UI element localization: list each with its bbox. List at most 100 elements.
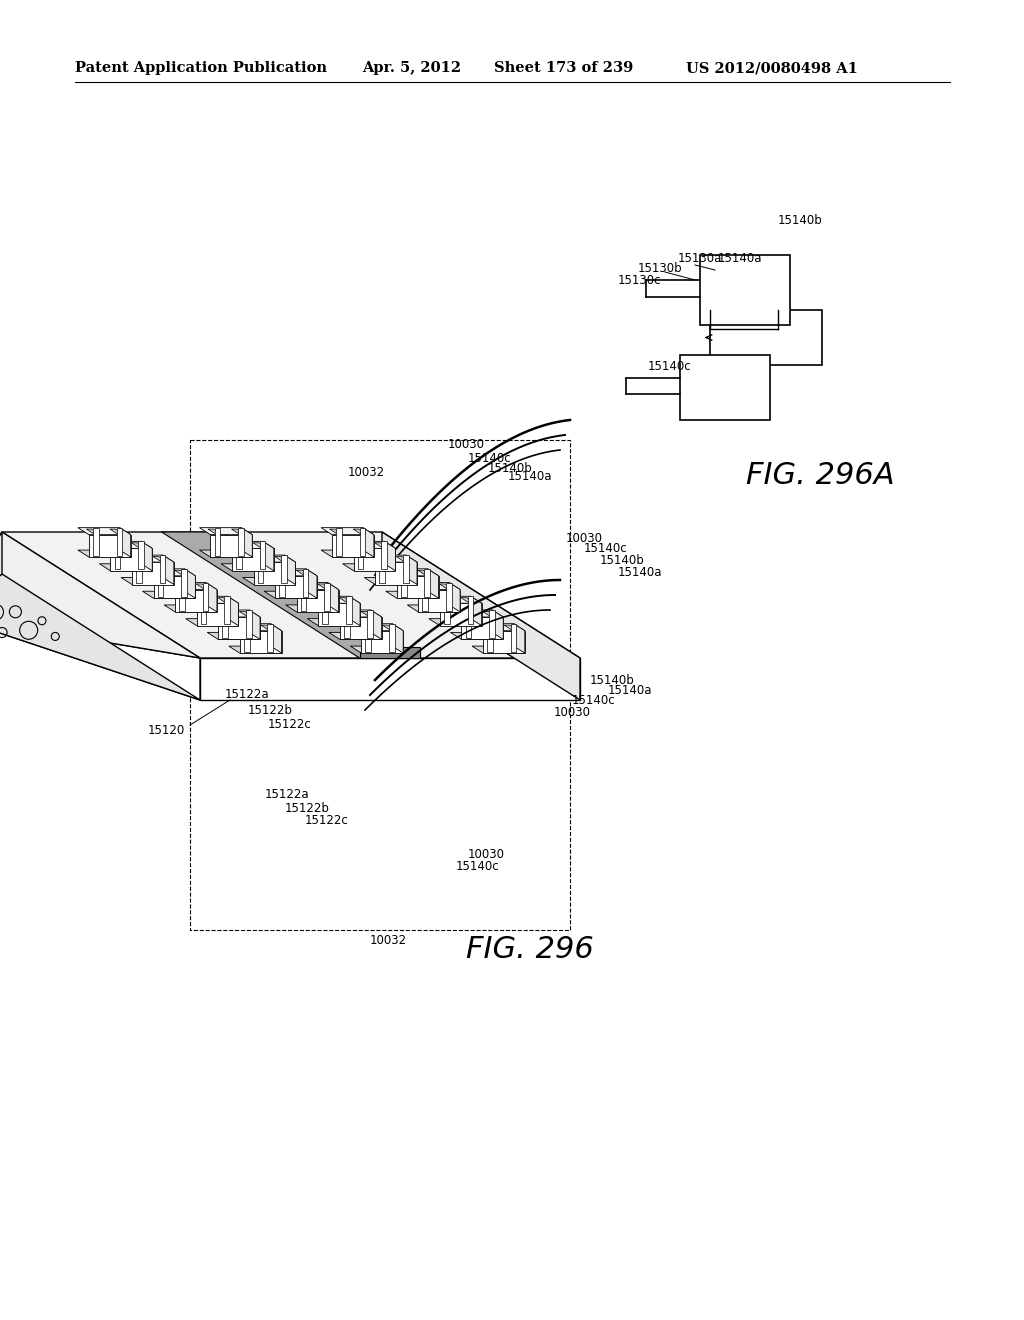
- Polygon shape: [208, 529, 220, 533]
- Polygon shape: [381, 541, 387, 569]
- Polygon shape: [294, 583, 306, 589]
- Polygon shape: [121, 556, 174, 562]
- Polygon shape: [371, 610, 382, 639]
- Polygon shape: [267, 624, 273, 652]
- Polygon shape: [365, 556, 417, 562]
- Polygon shape: [163, 556, 174, 585]
- Polygon shape: [462, 616, 503, 639]
- Text: 15122a: 15122a: [225, 689, 269, 701]
- Polygon shape: [406, 556, 417, 585]
- Text: FIG. 296: FIG. 296: [466, 936, 594, 965]
- Polygon shape: [346, 597, 351, 624]
- Text: 15122b: 15122b: [248, 704, 293, 717]
- Text: 15130c: 15130c: [618, 273, 662, 286]
- Polygon shape: [272, 570, 285, 574]
- Polygon shape: [303, 569, 308, 597]
- Polygon shape: [350, 624, 403, 631]
- Polygon shape: [237, 541, 242, 569]
- Polygon shape: [343, 541, 395, 548]
- Bar: [680, 355, 770, 420]
- Polygon shape: [224, 597, 230, 624]
- Polygon shape: [207, 632, 260, 639]
- Polygon shape: [330, 529, 342, 533]
- Polygon shape: [358, 626, 371, 630]
- Polygon shape: [375, 562, 417, 585]
- Polygon shape: [382, 532, 580, 700]
- Polygon shape: [297, 590, 339, 612]
- Polygon shape: [396, 576, 438, 598]
- Polygon shape: [218, 598, 230, 602]
- Polygon shape: [207, 610, 260, 616]
- Polygon shape: [201, 597, 207, 624]
- Polygon shape: [429, 597, 481, 603]
- Polygon shape: [131, 543, 143, 546]
- Polygon shape: [264, 569, 317, 576]
- Polygon shape: [359, 647, 421, 657]
- Polygon shape: [254, 562, 295, 585]
- Polygon shape: [329, 610, 382, 616]
- Polygon shape: [511, 624, 516, 652]
- Polygon shape: [357, 541, 364, 569]
- Polygon shape: [332, 535, 374, 557]
- Polygon shape: [416, 583, 428, 589]
- Polygon shape: [185, 619, 239, 626]
- Polygon shape: [489, 610, 495, 638]
- Polygon shape: [0, 574, 200, 700]
- Polygon shape: [184, 569, 196, 598]
- Polygon shape: [154, 576, 196, 598]
- Polygon shape: [110, 529, 122, 533]
- Polygon shape: [274, 557, 287, 561]
- Polygon shape: [111, 548, 153, 570]
- Polygon shape: [286, 582, 339, 590]
- Polygon shape: [200, 657, 580, 700]
- Polygon shape: [142, 591, 196, 598]
- Polygon shape: [138, 541, 143, 569]
- Polygon shape: [439, 583, 452, 589]
- Text: 10032: 10032: [348, 466, 385, 479]
- Polygon shape: [386, 591, 438, 598]
- Polygon shape: [203, 582, 209, 611]
- Polygon shape: [349, 597, 360, 626]
- Polygon shape: [306, 569, 317, 598]
- Polygon shape: [450, 582, 460, 612]
- Text: 15130a: 15130a: [678, 252, 722, 264]
- Polygon shape: [285, 556, 295, 585]
- Polygon shape: [343, 564, 395, 570]
- Polygon shape: [451, 632, 503, 639]
- Polygon shape: [240, 611, 252, 615]
- Polygon shape: [89, 535, 131, 557]
- Polygon shape: [353, 529, 366, 533]
- Polygon shape: [472, 645, 524, 653]
- Polygon shape: [174, 570, 187, 574]
- Polygon shape: [251, 557, 263, 561]
- Polygon shape: [160, 556, 165, 583]
- Polygon shape: [408, 605, 460, 612]
- Polygon shape: [275, 576, 317, 598]
- Polygon shape: [424, 569, 430, 597]
- Polygon shape: [221, 541, 273, 548]
- Polygon shape: [318, 603, 360, 626]
- Polygon shape: [99, 564, 153, 570]
- Polygon shape: [179, 582, 185, 611]
- Polygon shape: [336, 528, 342, 556]
- Polygon shape: [99, 541, 153, 548]
- Text: 15130b: 15130b: [638, 261, 683, 275]
- Polygon shape: [280, 569, 285, 597]
- Polygon shape: [246, 610, 252, 638]
- Text: 15140a: 15140a: [618, 565, 663, 578]
- Polygon shape: [142, 569, 196, 576]
- Polygon shape: [296, 570, 308, 574]
- Polygon shape: [232, 548, 273, 570]
- Bar: [190, 440, 570, 931]
- Polygon shape: [437, 598, 450, 602]
- Polygon shape: [307, 597, 360, 603]
- Polygon shape: [384, 541, 395, 570]
- Polygon shape: [328, 582, 339, 612]
- Polygon shape: [307, 619, 360, 626]
- Polygon shape: [368, 610, 373, 638]
- Polygon shape: [222, 610, 228, 638]
- Polygon shape: [218, 616, 260, 639]
- Polygon shape: [322, 550, 374, 557]
- Polygon shape: [78, 550, 131, 557]
- Polygon shape: [487, 624, 493, 652]
